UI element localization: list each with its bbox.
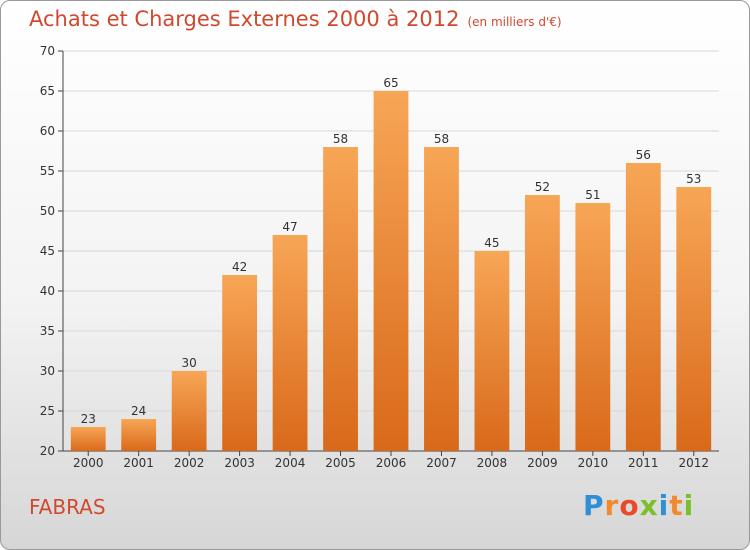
y-tick-label: 40 [40,284,55,298]
logo-letter: x [639,489,659,522]
logo-letter: i [683,489,695,522]
x-tick-label-2004: 2004 [275,456,306,470]
y-tick-label: 30 [40,364,55,378]
x-tick-label-2002: 2002 [174,456,205,470]
x-tick-label-2005: 2005 [325,456,356,470]
bar-2002 [171,371,207,451]
x-tick-label-2009: 2009 [527,456,558,470]
bar-2010 [575,203,611,451]
data-label-2002: 30 [182,356,197,370]
logo-letter: o [619,489,640,522]
y-tick-label: 70 [40,44,55,58]
data-label-2009: 52 [535,180,550,194]
bar-2004 [272,235,308,451]
y-tick-label: 25 [40,404,55,418]
data-label-2004: 47 [282,220,297,234]
logo-letter: r [604,489,620,522]
data-label-2007: 58 [434,132,449,146]
y-tick-label: 35 [40,324,55,338]
y-tick-label: 50 [40,204,55,218]
data-label-2003: 42 [232,260,247,274]
data-label-2012: 53 [686,172,701,186]
x-tick-label-2010: 2010 [578,456,609,470]
bar-2003 [222,275,258,451]
x-tick-label-2003: 2003 [224,456,255,470]
labels: 20 25 30 35 40 45 50 55 60 65 70 23 2000 24 2001 30 2002… [40,44,709,470]
x-tick-label-2001: 2001 [123,456,154,470]
x-tick-label-2006: 2006 [376,456,407,470]
commune-name: FABRAS [29,495,106,519]
y-tick-label: 45 [40,244,55,258]
y-tick-label: 65 [40,84,55,98]
bar-2000 [70,427,106,451]
bars [70,91,712,451]
chart-unit-label: (en milliers d'€) [467,15,562,29]
chart-title-text: Achats et Charges Externes 2000 à 2012 [29,7,460,31]
bar-2012 [676,187,712,451]
x-tick-label-2011: 2011 [628,456,659,470]
bar-2001 [121,419,157,451]
x-tick-label-2007: 2007 [426,456,457,470]
bar-2009 [524,195,560,451]
x-tick-label-2000: 2000 [73,456,104,470]
data-label-2000: 23 [81,412,96,426]
x-tick-label-2008: 2008 [477,456,508,470]
bar-2007 [424,147,459,451]
logo-letter: i [658,489,670,522]
proxiti-logo[interactable]: Proxiti [583,489,694,522]
logo-letter: t [669,489,684,522]
bar-2005 [323,147,358,451]
data-label-2008: 45 [484,236,499,250]
data-label-2011: 56 [636,148,651,162]
data-label-2006: 65 [383,76,398,90]
x-tick-label-2012: 2012 [678,456,709,470]
bar-2006 [373,91,409,451]
data-label-2005: 58 [333,132,348,146]
data-label-2001: 24 [131,404,146,418]
logo-letter: P [583,489,605,522]
bar-2011 [625,163,661,451]
chart-title: Achats et Charges Externes 2000 à 2012 (e… [29,7,562,31]
data-label-2010: 51 [585,188,600,202]
y-tick-label: 55 [40,164,55,178]
bar-2008 [474,251,510,451]
y-tick-label: 60 [40,124,55,138]
y-tick-label: 20 [40,444,55,458]
